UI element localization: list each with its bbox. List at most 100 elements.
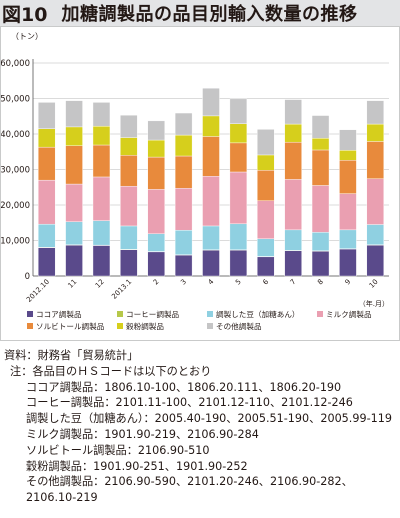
bar-segment [366,224,384,245]
hs-code-milk: ミルク調製品：1901.90-219、2106.90-284 [26,427,259,441]
bar-segment [147,233,165,252]
legend-swatch [117,311,123,317]
x-tick-label: 2013.1 [110,278,133,301]
legend-label: 調製した豆（加糖あん） [216,309,300,319]
bar-segment [38,128,56,148]
bar-segment [174,254,193,277]
x-tick-label: 10 [368,278,380,290]
bar-segment [257,170,275,201]
bar-segment [202,136,220,177]
bar-segment [339,193,357,231]
bar-segment [174,188,193,231]
bar-segment [284,179,302,231]
figure-title-bar: 図10 加糖調製品の品目別輸入数量の推移 [0,0,400,26]
bar-segment [229,223,248,250]
bar-segment [366,178,384,225]
x-tick-label: 12 [94,278,106,290]
bar-segment [38,223,56,248]
bar-segment [311,115,330,139]
bar-segment [366,244,384,277]
chart-container: （トン） 0 10,000 20,000 30,000 40,000 50,000 60,00… [0,26,400,341]
bar-segment [174,155,193,189]
y-tick-label: 40,000 [1,130,30,140]
bar-segment [120,249,138,277]
bar-segment [311,185,330,233]
bar-segment [284,99,302,125]
bar-segment [65,221,83,245]
x-tick-label: 5 [234,278,243,287]
hs-code-beans: 調製した豆（加糖あん）：2005.40-190、2005.51-190、2005… [26,412,392,426]
hs-code-sorbitol: ソルビトール調製品：2106.90-510 [26,443,210,457]
x-tick-label: 3 [179,278,188,287]
hs-code-ココア: ココア調製品：1806.10-100、1806.20.111、1806.20-1… [26,380,342,394]
bar-segment [65,145,83,185]
notes-section: 資料：財務省「貿易統計」 注：各品目のＨＳコードは以下のとおり ココア調製品：1… [4,348,396,506]
bar-segment [120,137,138,156]
bar-segment [92,102,111,127]
y-tick-label: 0 [25,272,30,282]
legend-swatch [317,311,323,317]
hs-code-note-intro: 注：各品目のＨＳコードは以下のとおり [10,364,212,378]
y-tick-label: 10,000 [1,237,30,247]
y-axis-unit-label: （トン） [11,32,43,41]
y-tick-label: 60,000 [1,59,30,69]
bar-segment [284,123,302,143]
bar-segment [229,123,248,144]
bar-segment [174,112,193,136]
bar-segment [92,176,111,221]
bar-segment [311,232,330,251]
bar-segment [366,123,384,142]
legend-label: ソルビトール調製品 [36,321,105,331]
bar-segment [65,244,83,277]
hs-code-other-cont: 2106.10-219 [26,491,98,505]
bar-segment [120,185,138,227]
legend-swatch [27,311,33,317]
bar-segment [147,251,165,277]
hs-code-flour: 穀粉調製品：1901.90-251、1901.90-252 [26,459,248,473]
bar-segment [284,250,302,277]
bar-segment [202,115,220,137]
x-tick-label: 9 [344,278,353,287]
bar-segment [202,225,220,250]
bar-segment [257,154,275,171]
bar-segment [257,200,275,239]
bar-segment [229,98,248,124]
bar-segment [229,142,248,173]
bar-segment [257,256,275,277]
bar-segment [311,138,330,151]
hs-code-coffee: コーヒー調製品：2101.11-100、2101.12-110、2101.12-… [26,396,353,410]
bar-segment [339,150,357,161]
bar-segment [339,129,357,151]
bar-segment [92,144,111,178]
figure-number: 図10 [2,3,48,26]
bar-segment [311,149,330,186]
bar-segment [38,247,56,277]
bar-segment [229,249,248,277]
bar-segment [339,229,357,249]
bar-segment [147,120,165,141]
x-tick-label: 2 [152,278,161,287]
bar-segment [120,114,138,138]
legend-label: 穀粉調製品 [126,321,164,331]
bar-segment [38,146,56,181]
bar-segment [339,160,357,194]
legend-label: その他調製品 [216,321,262,331]
bar-segment [366,100,384,125]
bar-segment [284,141,302,180]
bar-segment [147,156,165,190]
bar-segment [92,125,111,146]
bar-segment [92,220,111,246]
bar-segment [311,250,330,277]
bar-segment [229,171,248,225]
bar-segment [202,176,220,227]
x-tick-label: 7 [289,278,298,287]
bar-segment [257,238,275,257]
hs-code-other: その他調製品：2106.90-590、2101.20-246、2106.90-2… [26,475,353,489]
legend-swatch [207,311,213,317]
bar-segment [120,155,138,187]
bar-segment [147,189,165,234]
figure-title: 加糖調製品の品目別輸入数量の推移 [61,4,358,25]
legend-swatch [27,323,33,329]
y-tick-label: 50,000 [1,95,30,105]
